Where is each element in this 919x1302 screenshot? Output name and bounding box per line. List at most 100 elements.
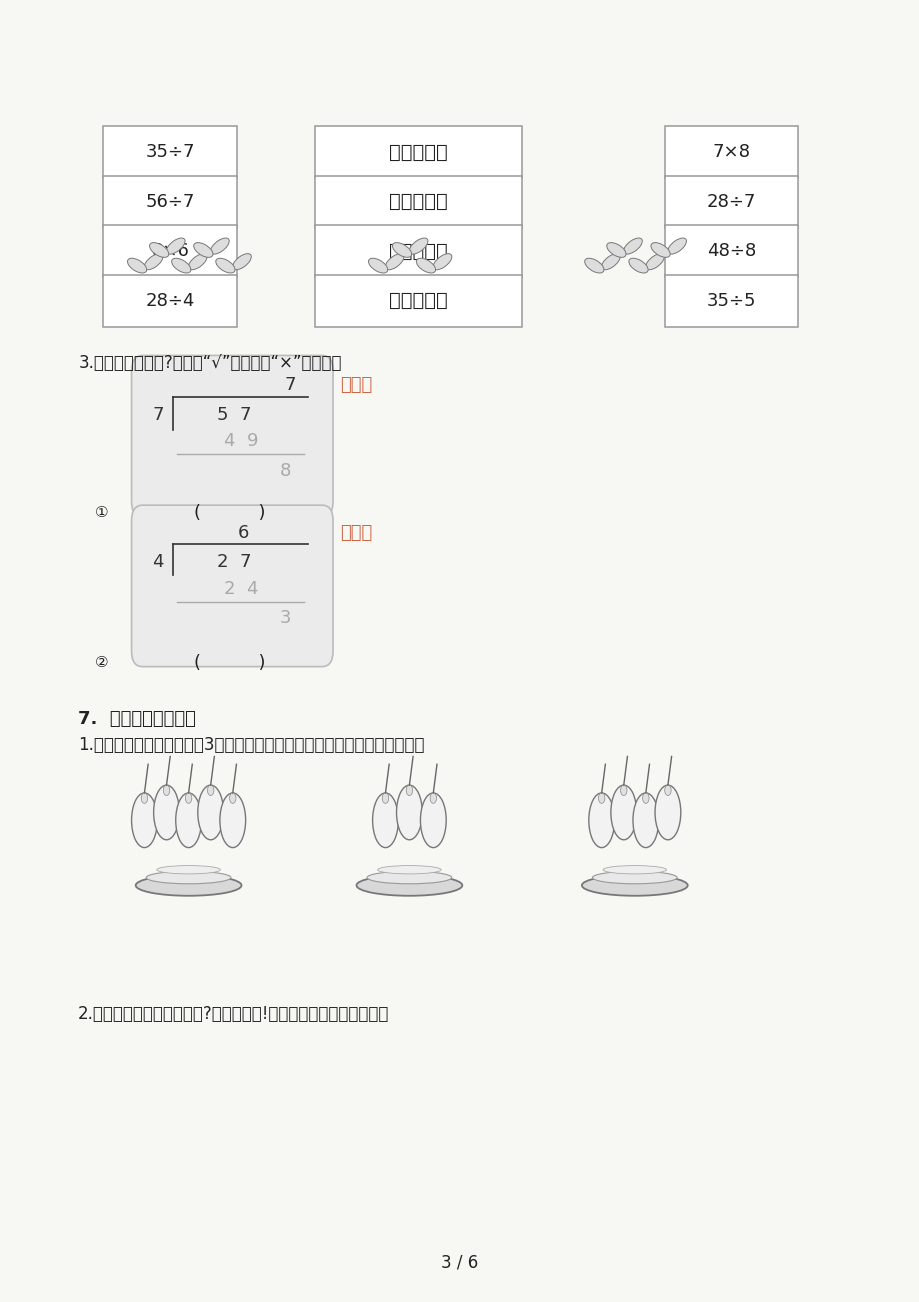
FancyBboxPatch shape	[314, 176, 522, 228]
Ellipse shape	[166, 238, 185, 254]
Ellipse shape	[156, 866, 221, 874]
Text: 六八四十八: 六八四十八	[389, 292, 448, 310]
Ellipse shape	[416, 258, 435, 273]
Text: 4  9: 4 9	[223, 432, 258, 450]
Ellipse shape	[128, 258, 146, 273]
Ellipse shape	[144, 254, 163, 270]
Text: 8×6: 8×6	[151, 242, 189, 260]
Ellipse shape	[153, 785, 179, 840]
Ellipse shape	[420, 793, 446, 848]
Text: 28÷4: 28÷4	[145, 292, 195, 310]
FancyBboxPatch shape	[314, 225, 522, 277]
Ellipse shape	[601, 254, 619, 270]
Ellipse shape	[135, 875, 241, 896]
Ellipse shape	[210, 238, 229, 254]
FancyBboxPatch shape	[664, 126, 798, 178]
Text: 五七三十五: 五七三十五	[389, 242, 448, 260]
Text: 35÷7: 35÷7	[145, 143, 195, 161]
Text: 2.你能把每层分的一样多吗?快试一试吧!试着画在柜子的每一层上。: 2.你能把每层分的一样多吗?快试一试吧!试着画在柜子的每一层上。	[78, 1005, 389, 1023]
Text: 7: 7	[153, 406, 164, 424]
Ellipse shape	[164, 785, 170, 796]
Ellipse shape	[654, 785, 680, 840]
Text: 56÷7: 56÷7	[145, 193, 195, 211]
Text: 3: 3	[279, 609, 290, 628]
Ellipse shape	[233, 254, 251, 270]
Ellipse shape	[194, 242, 212, 258]
Ellipse shape	[382, 793, 389, 803]
Ellipse shape	[406, 785, 413, 796]
Ellipse shape	[186, 793, 192, 803]
Ellipse shape	[667, 238, 686, 254]
FancyBboxPatch shape	[664, 176, 798, 228]
Ellipse shape	[150, 242, 168, 258]
Ellipse shape	[433, 254, 451, 270]
FancyBboxPatch shape	[103, 275, 237, 327]
Text: 28÷7: 28÷7	[706, 193, 755, 211]
Ellipse shape	[378, 866, 441, 874]
Ellipse shape	[208, 785, 213, 796]
Text: 七八五十六: 七八五十六	[389, 143, 448, 161]
Text: 2  7: 2 7	[217, 553, 252, 572]
Text: 改正：: 改正：	[340, 523, 372, 542]
Ellipse shape	[372, 793, 398, 848]
Ellipse shape	[385, 254, 403, 270]
Text: 7: 7	[284, 376, 295, 395]
Text: (          ): ( )	[194, 654, 266, 672]
Ellipse shape	[367, 871, 451, 884]
Ellipse shape	[216, 258, 234, 273]
FancyBboxPatch shape	[664, 225, 798, 277]
Ellipse shape	[188, 254, 207, 270]
Ellipse shape	[176, 793, 201, 848]
Ellipse shape	[623, 238, 641, 254]
Text: ②: ②	[95, 655, 108, 671]
Ellipse shape	[581, 875, 686, 896]
Text: 35÷5: 35÷5	[706, 292, 755, 310]
Text: 5  7: 5 7	[217, 406, 252, 424]
Ellipse shape	[592, 871, 676, 884]
Text: (          ): ( )	[194, 504, 266, 522]
Ellipse shape	[392, 242, 411, 258]
Ellipse shape	[584, 258, 603, 273]
Text: 四七二十八: 四七二十八	[389, 193, 448, 211]
Ellipse shape	[645, 254, 664, 270]
Text: 2  4: 2 4	[223, 579, 258, 598]
Ellipse shape	[610, 785, 636, 840]
Ellipse shape	[607, 242, 625, 258]
Ellipse shape	[597, 793, 605, 803]
Text: 改正：: 改正：	[340, 376, 372, 395]
Text: ①: ①	[95, 505, 108, 521]
Text: 3 / 6: 3 / 6	[441, 1254, 478, 1272]
Ellipse shape	[146, 871, 231, 884]
Ellipse shape	[664, 785, 671, 796]
FancyBboxPatch shape	[314, 275, 522, 327]
Ellipse shape	[142, 793, 147, 803]
Ellipse shape	[198, 785, 223, 840]
Ellipse shape	[230, 793, 235, 803]
FancyBboxPatch shape	[103, 126, 237, 178]
FancyBboxPatch shape	[103, 225, 237, 277]
Ellipse shape	[430, 793, 437, 803]
Ellipse shape	[369, 258, 387, 273]
Ellipse shape	[619, 785, 627, 796]
Text: 4: 4	[153, 553, 164, 572]
Text: 8: 8	[279, 462, 290, 480]
FancyBboxPatch shape	[131, 505, 333, 667]
Ellipse shape	[131, 793, 157, 848]
Ellipse shape	[409, 238, 427, 254]
Text: 7×8: 7×8	[711, 143, 750, 161]
FancyBboxPatch shape	[664, 275, 798, 327]
FancyBboxPatch shape	[314, 126, 522, 178]
Ellipse shape	[588, 793, 614, 848]
Text: 1.豆豆帮妈妈把水果摆到了3个果盘里。怎么改一改，使摄的结果是平均分？: 1.豆豆帮妈妈把水果摆到了3个果盘里。怎么改一改，使摄的结果是平均分？	[78, 736, 425, 754]
Text: 48÷8: 48÷8	[706, 242, 755, 260]
Ellipse shape	[632, 793, 658, 848]
Text: 3.下面的计算对吗?对的画“√”，错的画“×”并改正。: 3.下面的计算对吗?对的画“√”，错的画“×”并改正。	[78, 354, 341, 372]
Ellipse shape	[357, 875, 462, 896]
Ellipse shape	[629, 258, 647, 273]
Text: 6: 6	[238, 523, 249, 542]
Text: 7.  动动脑，做一做。: 7. 动动脑，做一做。	[78, 710, 196, 728]
Ellipse shape	[220, 793, 245, 848]
FancyBboxPatch shape	[131, 355, 333, 517]
Ellipse shape	[172, 258, 190, 273]
FancyBboxPatch shape	[103, 176, 237, 228]
